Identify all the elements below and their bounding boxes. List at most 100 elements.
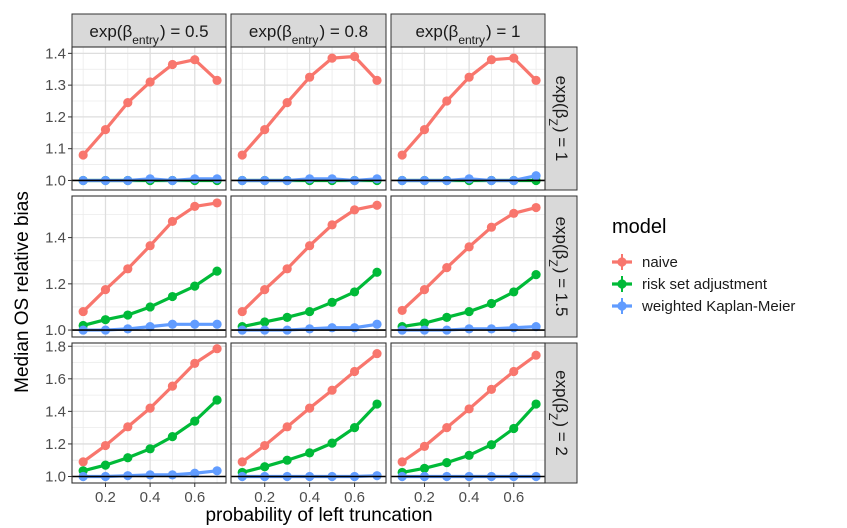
data-point-risk-set-adjustment	[145, 444, 155, 454]
data-point-naive	[509, 208, 519, 218]
data-point-naive	[237, 306, 247, 317]
column-strip-label-2-suffix: ) = 0.8	[319, 22, 368, 41]
data-point-weighted-kaplan-meier	[372, 319, 382, 329]
y-tick-label: 1.0	[45, 172, 66, 189]
data-point-risk-set-adjustment	[509, 423, 519, 434]
data-point-naive	[167, 216, 178, 227]
data-point-naive	[260, 285, 270, 295]
data-point-risk-set-adjustment	[531, 399, 541, 409]
column-strip-2	[230, 13, 387, 48]
data-point-naive	[442, 263, 452, 273]
panel-background	[72, 196, 226, 337]
data-point-naive	[190, 55, 200, 65]
legend-label: naive	[642, 254, 678, 271]
data-point-risk-set-adjustment	[372, 267, 382, 277]
data-point-weighted-kaplan-meier	[464, 324, 474, 334]
data-point-risk-set-adjustment	[123, 310, 133, 320]
data-point-naive	[486, 384, 497, 394]
panel-plot-area	[231, 196, 386, 337]
data-point-naive	[509, 366, 519, 377]
y-tick-label: 1.2	[45, 436, 66, 453]
data-point-naive	[531, 350, 541, 360]
panel-background	[391, 47, 545, 190]
data-point-risk-set-adjustment	[442, 312, 452, 322]
y-tick-label: 1.4	[45, 45, 66, 62]
panel-r3-c2	[230, 342, 387, 484]
row-strip-label-1-subscript: Z	[546, 119, 560, 126]
data-point-naive	[327, 220, 337, 230]
data-point-weighted-kaplan-meier	[305, 174, 315, 184]
data-point-weighted-kaplan-meier	[212, 466, 222, 476]
panel-background	[72, 343, 226, 483]
row-strip-label-2-suffix: ) = 1.5	[552, 268, 571, 317]
row-strip-label-3-subscript: Z	[546, 413, 560, 420]
panel-border	[390, 195, 546, 338]
legend-title: model	[612, 216, 666, 238]
x-tick-label: 0.2	[414, 489, 435, 506]
data-point-naive	[237, 150, 247, 160]
data-point-naive	[167, 381, 178, 391]
panel-border	[230, 195, 387, 338]
legend-key-point	[617, 279, 627, 289]
data-point-risk-set-adjustment	[464, 306, 474, 317]
panel-border	[71, 342, 227, 484]
data-point-weighted-kaplan-meier	[123, 471, 133, 481]
x-tick-label: 0.2	[254, 489, 275, 506]
data-point-risk-set-adjustment	[167, 291, 178, 302]
panel-border	[230, 46, 387, 191]
panel-border	[230, 342, 387, 484]
data-point-weighted-kaplan-meier	[372, 174, 382, 184]
row-strip-label-3-prefix: exp(β	[552, 370, 571, 413]
y-tick-label: 1.1	[45, 141, 66, 158]
row-strip-label-2-prefix: exp(β	[552, 217, 571, 260]
x-tick-label: 0.6	[344, 489, 365, 506]
data-point-naive	[100, 440, 111, 451]
y-tick-label: 1.0	[45, 468, 66, 485]
legend-label: weighted Kaplan-Meier	[641, 298, 795, 315]
data-point-naive	[167, 59, 178, 70]
legend-item-risk-set-adjustment: risk set adjustment	[612, 276, 768, 293]
data-point-risk-set-adjustment	[419, 318, 430, 328]
data-point-naive	[100, 285, 111, 295]
row-strip-3	[544, 342, 578, 484]
panel-border	[390, 46, 546, 191]
data-point-weighted-kaplan-meier	[123, 324, 133, 334]
data-point-naive	[327, 53, 337, 63]
legend-key-point	[617, 257, 627, 267]
column-strip-label-1-subscript: entry	[132, 33, 159, 47]
data-point-risk-set-adjustment	[464, 450, 474, 460]
data-point-naive	[305, 403, 315, 413]
data-point-naive	[305, 72, 315, 82]
data-point-naive	[349, 366, 360, 377]
data-point-naive	[190, 358, 200, 368]
row-strip-1	[544, 46, 578, 191]
data-point-risk-set-adjustment	[282, 312, 292, 322]
data-point-naive	[282, 422, 292, 432]
data-point-risk-set-adjustment	[327, 297, 337, 307]
data-point-risk-set-adjustment	[282, 455, 292, 465]
panel-background	[72, 47, 226, 190]
data-point-naive	[442, 423, 452, 433]
data-point-risk-set-adjustment	[327, 438, 337, 448]
data-point-weighted-kaplan-meier	[145, 174, 155, 184]
data-point-naive	[282, 264, 292, 274]
data-point-risk-set-adjustment	[260, 317, 270, 327]
data-point-naive	[145, 403, 155, 413]
data-point-risk-set-adjustment	[305, 448, 315, 458]
data-point-risk-set-adjustment	[190, 416, 200, 426]
x-tick-label: 0.4	[140, 489, 161, 506]
data-point-naive	[145, 241, 155, 251]
data-point-risk-set-adjustment	[305, 306, 315, 317]
y-tick-label: 1.3	[45, 77, 66, 94]
data-point-naive	[123, 98, 133, 108]
panel-plot-area	[391, 196, 545, 337]
data-point-weighted-kaplan-meier	[190, 468, 200, 478]
data-point-naive	[509, 53, 519, 63]
data-point-naive	[419, 285, 430, 295]
data-point-naive	[397, 457, 407, 467]
data-point-naive	[397, 305, 407, 316]
data-point-risk-set-adjustment	[100, 315, 111, 325]
data-point-naive	[419, 125, 430, 135]
data-point-weighted-kaplan-meier	[145, 321, 155, 332]
data-point-naive	[372, 348, 382, 359]
